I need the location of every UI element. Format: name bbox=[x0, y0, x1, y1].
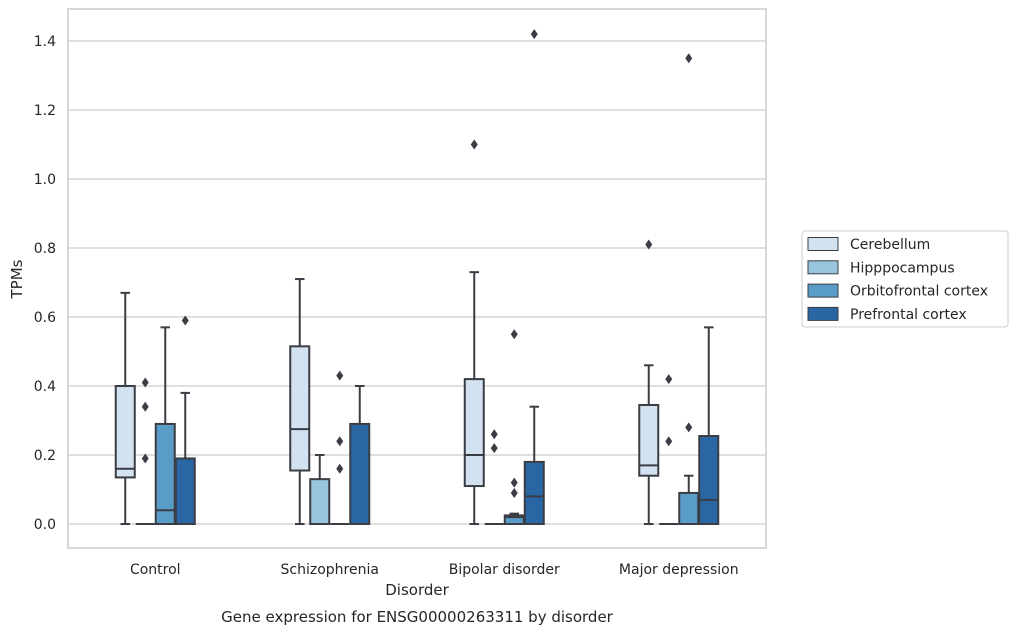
legend-swatch bbox=[807, 283, 839, 298]
y-tick-label: 0.6 bbox=[34, 310, 56, 326]
legend-label: Orbitofrontal cortex bbox=[850, 284, 988, 300]
x-tick-label: Control bbox=[130, 562, 181, 578]
box-0-0 bbox=[114, 291, 136, 525]
box-0-3 bbox=[638, 239, 660, 525]
x-tick-labels: Control Schizophrenia Bipolar disorder Majo… bbox=[130, 562, 739, 578]
legend-label: Hipppocampus bbox=[850, 260, 955, 276]
outlier-point bbox=[141, 377, 149, 388]
box-body bbox=[698, 435, 720, 525]
box-body bbox=[678, 491, 700, 526]
box-body bbox=[523, 460, 545, 525]
legend-label: Prefrontal cortex bbox=[850, 307, 967, 323]
box-body bbox=[463, 378, 485, 488]
box-0-1 bbox=[289, 278, 311, 525]
legend-label: Cerebellum bbox=[850, 237, 930, 253]
outlier-point bbox=[181, 315, 189, 326]
legend-frame bbox=[801, 230, 1009, 328]
legend-swatch bbox=[807, 306, 839, 321]
x-tick-label: Schizophrenia bbox=[281, 562, 379, 578]
box-body bbox=[154, 422, 176, 526]
box-1-3 bbox=[659, 374, 679, 525]
y-tick-label: 1.4 bbox=[34, 34, 56, 50]
x-tick-label: Major depression bbox=[619, 562, 739, 578]
y-tick-label: 1.0 bbox=[34, 172, 56, 188]
outlier-point bbox=[141, 453, 149, 464]
box-plots bbox=[114, 29, 720, 526]
y-tick-label: 0.8 bbox=[34, 241, 56, 257]
y-tick-label: 0.4 bbox=[34, 379, 56, 395]
x-tick-label: Bipolar disorder bbox=[449, 562, 560, 578]
outlier-point bbox=[336, 370, 344, 381]
outlier-point bbox=[470, 139, 478, 150]
outlier-point bbox=[490, 443, 498, 454]
box-body bbox=[289, 345, 311, 472]
box-0-2 bbox=[463, 139, 485, 525]
legend: Cerebellum Hipppocampus Orbitofrontal cort… bbox=[801, 230, 1009, 328]
box-body bbox=[638, 403, 660, 477]
legend-swatch bbox=[807, 260, 839, 275]
outlier-point bbox=[510, 329, 518, 340]
box-body bbox=[349, 422, 371, 526]
outlier-point bbox=[685, 422, 693, 433]
outlier-point bbox=[336, 463, 344, 474]
outlier-point bbox=[336, 436, 344, 447]
box-body bbox=[114, 385, 136, 479]
chart-caption: Gene expression for ENSG00000263311 by d… bbox=[221, 608, 614, 626]
box-3-3 bbox=[698, 326, 720, 525]
outlier-point bbox=[141, 401, 149, 412]
box-1-2 bbox=[484, 429, 504, 525]
box-body bbox=[309, 478, 331, 525]
box-3-2 bbox=[523, 29, 545, 525]
y-tick-labels: 0.0 0.2 0.4 0.6 0.8 1.0 1.2 1.4 bbox=[34, 34, 56, 533]
legend-swatch bbox=[807, 237, 839, 251]
y-tick-label: 1.2 bbox=[34, 103, 56, 119]
box-2-1 bbox=[330, 370, 350, 525]
box-3-1 bbox=[349, 385, 371, 526]
outlier-point bbox=[490, 429, 498, 440]
y-axis-label: TPMs bbox=[8, 259, 26, 299]
outlier-point bbox=[685, 53, 693, 64]
outlier-point bbox=[530, 29, 538, 40]
y-tick-label: 0.0 bbox=[34, 517, 56, 533]
box-1-0 bbox=[135, 377, 155, 525]
x-axis-label: Disorder bbox=[385, 581, 449, 599]
outlier-point bbox=[510, 487, 518, 498]
outlier-point bbox=[510, 477, 518, 488]
box-2-3 bbox=[678, 53, 700, 526]
box-1-1 bbox=[309, 454, 331, 525]
box-3-0 bbox=[174, 315, 196, 526]
outlier-point bbox=[665, 374, 673, 385]
box-2-0 bbox=[154, 326, 176, 526]
box-2-2 bbox=[503, 329, 525, 525]
box-body bbox=[174, 457, 196, 526]
plot-frame bbox=[67, 8, 767, 549]
outlier-point bbox=[665, 436, 673, 447]
y-tick-label: 0.2 bbox=[34, 448, 56, 464]
outlier-point bbox=[645, 239, 653, 250]
